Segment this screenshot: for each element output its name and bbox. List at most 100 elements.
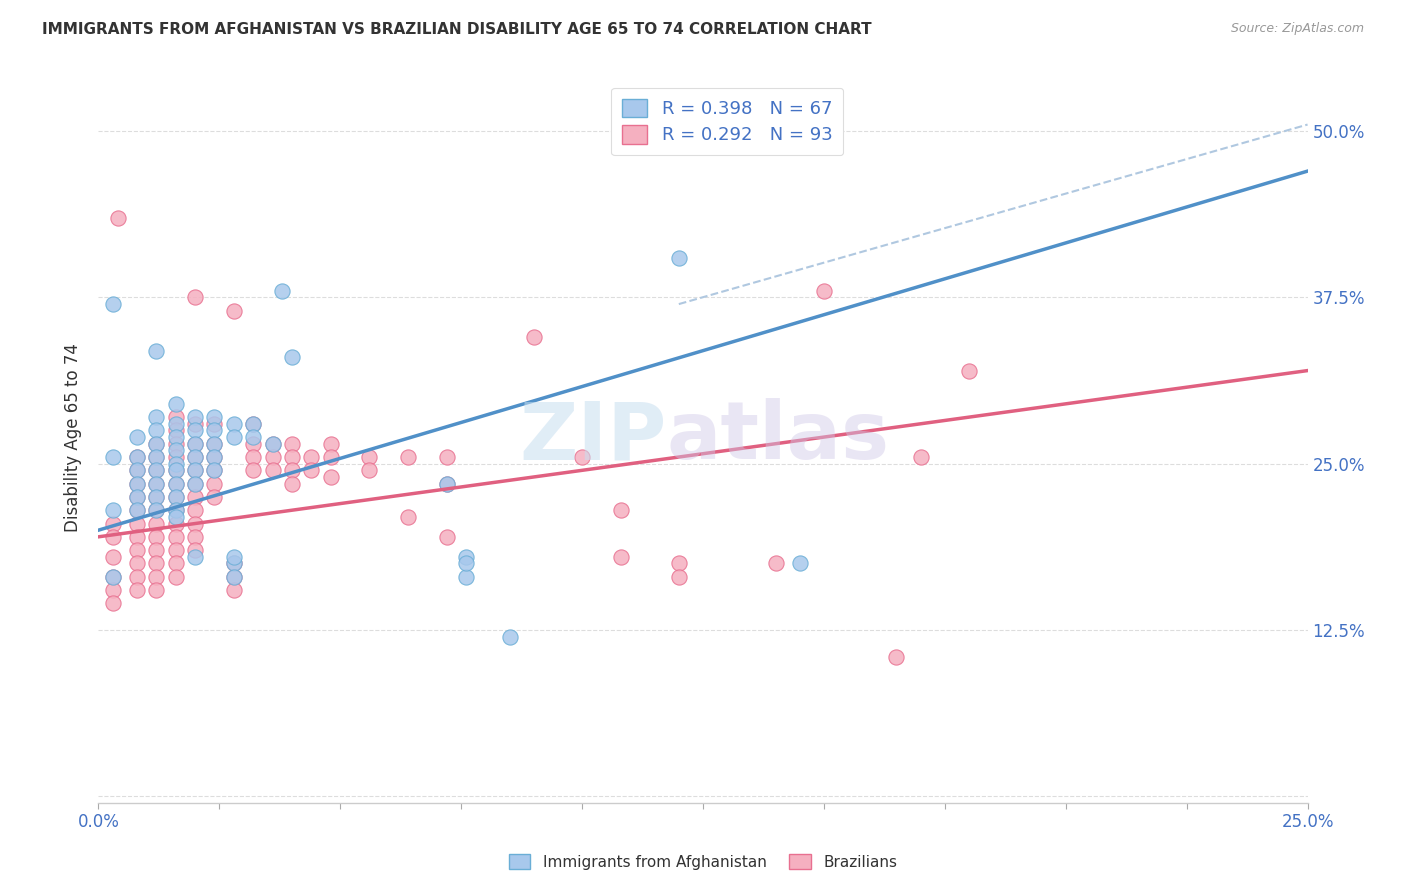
Point	[101, 503, 124, 517]
Point	[396, 509, 419, 524]
Point	[262, 436, 284, 450]
Point	[101, 596, 124, 610]
Point	[281, 476, 304, 491]
Point	[262, 463, 284, 477]
Point	[145, 543, 167, 558]
Point	[222, 417, 245, 431]
Point	[204, 476, 226, 491]
Point	[204, 490, 226, 504]
Point	[165, 570, 187, 584]
Point	[957, 363, 980, 377]
Point	[184, 436, 207, 450]
Point	[668, 251, 690, 265]
Point	[127, 570, 149, 584]
Point	[184, 424, 207, 438]
Point	[222, 430, 245, 444]
Point	[454, 549, 477, 564]
Point	[184, 450, 207, 464]
Point	[145, 436, 167, 450]
Point	[184, 490, 207, 504]
Point	[184, 290, 207, 304]
Point	[204, 424, 226, 438]
Point	[523, 330, 546, 344]
Point	[184, 410, 207, 425]
Point	[184, 476, 207, 491]
Point	[184, 417, 207, 431]
Point	[145, 582, 167, 597]
Point	[242, 417, 264, 431]
Point	[184, 516, 207, 531]
Point	[127, 490, 149, 504]
Point	[127, 463, 149, 477]
Point	[127, 490, 149, 504]
Point	[184, 530, 207, 544]
Point	[436, 450, 458, 464]
Point	[101, 549, 124, 564]
Point	[396, 450, 419, 464]
Point	[184, 476, 207, 491]
Point	[165, 397, 187, 411]
Point	[127, 557, 149, 571]
Point	[668, 570, 690, 584]
Point	[204, 436, 226, 450]
Point	[165, 530, 187, 544]
Point	[319, 436, 342, 450]
Point	[145, 490, 167, 504]
Point	[145, 450, 167, 464]
Point	[242, 450, 264, 464]
Point	[222, 549, 245, 564]
Point	[145, 436, 167, 450]
Point	[127, 476, 149, 491]
Point	[222, 570, 245, 584]
Point	[184, 503, 207, 517]
Point	[165, 450, 187, 464]
Point	[165, 503, 187, 517]
Point	[165, 503, 187, 517]
Legend: Immigrants from Afghanistan, Brazilians: Immigrants from Afghanistan, Brazilians	[503, 847, 903, 876]
Point	[281, 450, 304, 464]
Point	[165, 516, 187, 531]
Point	[242, 436, 264, 450]
Point	[886, 649, 908, 664]
Point	[127, 503, 149, 517]
Point	[165, 543, 187, 558]
Point	[498, 630, 520, 644]
Point	[165, 476, 187, 491]
Point	[184, 549, 207, 564]
Point	[281, 463, 304, 477]
Point	[127, 476, 149, 491]
Point	[145, 570, 167, 584]
Point	[319, 470, 342, 484]
Point	[165, 410, 187, 425]
Point	[184, 543, 207, 558]
Point	[204, 463, 226, 477]
Point	[204, 410, 226, 425]
Point	[127, 450, 149, 464]
Point	[145, 503, 167, 517]
Point	[571, 450, 593, 464]
Point	[165, 424, 187, 438]
Point	[222, 582, 245, 597]
Point	[184, 463, 207, 477]
Point	[127, 543, 149, 558]
Point	[222, 557, 245, 571]
Point	[184, 450, 207, 464]
Point	[101, 530, 124, 544]
Point	[436, 530, 458, 544]
Point	[165, 457, 187, 471]
Point	[359, 450, 381, 464]
Point	[271, 284, 294, 298]
Point	[165, 430, 187, 444]
Point	[765, 557, 787, 571]
Point	[299, 463, 322, 477]
Point	[204, 450, 226, 464]
Point	[165, 490, 187, 504]
Point	[101, 516, 124, 531]
Point	[262, 450, 284, 464]
Text: Source: ZipAtlas.com: Source: ZipAtlas.com	[1230, 22, 1364, 36]
Point	[204, 417, 226, 431]
Point	[101, 570, 124, 584]
Point	[145, 463, 167, 477]
Point	[359, 463, 381, 477]
Text: ZIP: ZIP	[519, 398, 666, 476]
